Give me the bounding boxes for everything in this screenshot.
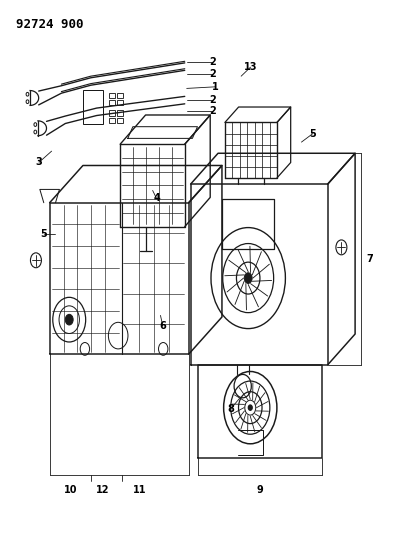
Circle shape: [244, 273, 252, 284]
Text: 12: 12: [96, 485, 109, 495]
Text: 11: 11: [133, 485, 147, 495]
Bar: [109, 110, 116, 116]
Text: 2: 2: [209, 106, 215, 116]
Bar: [109, 118, 116, 123]
Text: 5: 5: [309, 128, 316, 139]
Text: 3: 3: [36, 157, 42, 167]
Bar: [109, 100, 116, 106]
Text: 10: 10: [64, 485, 77, 495]
Text: 1: 1: [212, 82, 219, 92]
Text: 2: 2: [209, 94, 215, 104]
Bar: [109, 93, 116, 98]
Text: 2: 2: [209, 58, 215, 67]
Bar: [117, 100, 123, 106]
Text: 4: 4: [153, 193, 160, 204]
Text: 8: 8: [227, 404, 234, 414]
Text: 9: 9: [257, 485, 264, 495]
Bar: [117, 93, 123, 98]
Text: 92724 900: 92724 900: [17, 18, 84, 31]
Bar: [117, 110, 123, 116]
Bar: [117, 118, 123, 123]
Circle shape: [65, 314, 73, 325]
Text: 5: 5: [40, 229, 47, 239]
Text: 13: 13: [244, 62, 257, 72]
Text: 6: 6: [160, 321, 166, 331]
Text: 7: 7: [366, 254, 373, 264]
Circle shape: [248, 405, 252, 410]
Text: 2: 2: [209, 69, 215, 79]
